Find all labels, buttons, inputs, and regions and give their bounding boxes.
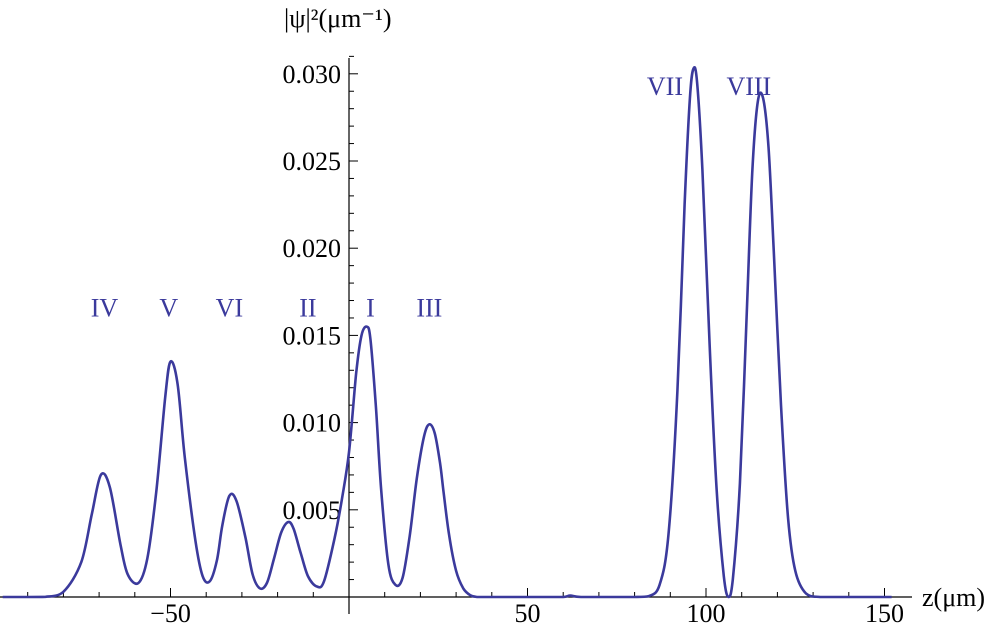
- y-tick-label: 0.010: [283, 409, 342, 438]
- y-tick-label: 0.030: [283, 60, 342, 89]
- x-tick-labels: −50 50 100 150: [150, 599, 904, 628]
- peak-label: VIII: [726, 72, 771, 101]
- peak-label: II: [299, 293, 316, 322]
- series-group: [2, 66, 892, 599]
- y-tick-labels: 0.005 0.010 0.015 0.020 0.025 0.030: [283, 60, 342, 525]
- x-tick-label: 100: [687, 599, 726, 628]
- x-tick-label: 50: [515, 599, 541, 628]
- y-tick-label: 0.005: [283, 496, 342, 525]
- peak-label: VII: [647, 72, 683, 101]
- peak-label: VI: [216, 293, 243, 322]
- peak-label: IV: [91, 293, 119, 322]
- density-curve: [2, 66, 892, 599]
- axes: [0, 58, 912, 614]
- y-tick-label: 0.020: [283, 234, 342, 263]
- x-tick-label: 150: [865, 599, 904, 628]
- peak-label: III: [416, 293, 442, 322]
- peak-label: V: [159, 293, 178, 322]
- x-tick-label: −50: [150, 599, 191, 628]
- peak-label: I: [366, 293, 375, 322]
- y-tick-label: 0.025: [283, 147, 342, 176]
- x-axis-label: z(μm): [922, 583, 985, 612]
- y-ticks: [349, 55, 358, 581]
- y-axis-label: |ψ|²(μm⁻¹): [284, 4, 391, 33]
- y-tick-label: 0.015: [283, 321, 342, 350]
- x-ticks: [27, 588, 885, 597]
